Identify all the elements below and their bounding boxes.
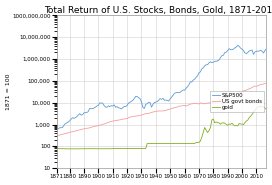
gold (74, 148, 77, 150)
Legend: S&P500, US govt bonds, gold: S&P500, US govt bonds, gold (210, 91, 264, 112)
gold (222, 122, 225, 124)
S&P500 (236, 44, 239, 46)
S&P500 (220, 55, 224, 57)
US govt bonds (55, 135, 58, 137)
gold (113, 147, 116, 150)
S&P500 (123, 105, 126, 108)
gold (258, 105, 261, 107)
S&P500 (111, 105, 114, 107)
gold (202, 131, 205, 133)
US govt bonds (170, 107, 173, 110)
gold (265, 108, 268, 110)
US govt bonds (220, 98, 224, 101)
S&P500 (170, 96, 173, 98)
gold (55, 148, 58, 150)
Line: US govt bonds: US govt bonds (57, 83, 267, 136)
US govt bonds (123, 118, 126, 120)
Y-axis label: 1871 = 100: 1871 = 100 (5, 73, 11, 110)
gold (171, 142, 175, 145)
US govt bonds (111, 120, 114, 122)
gold (124, 147, 127, 150)
S&P500 (217, 59, 221, 61)
S&P500 (265, 48, 268, 50)
Line: gold: gold (57, 106, 267, 149)
S&P500 (200, 68, 203, 70)
Line: S&P500: S&P500 (57, 45, 267, 129)
US govt bonds (217, 100, 221, 102)
gold (219, 123, 222, 125)
US govt bonds (200, 102, 203, 104)
US govt bonds (265, 82, 268, 84)
Title: Total Return of U.S. Stocks, Bonds, Gold, 1871-2017: Total Return of U.S. Stocks, Bonds, Gold… (45, 6, 272, 15)
S&P500 (55, 128, 58, 130)
